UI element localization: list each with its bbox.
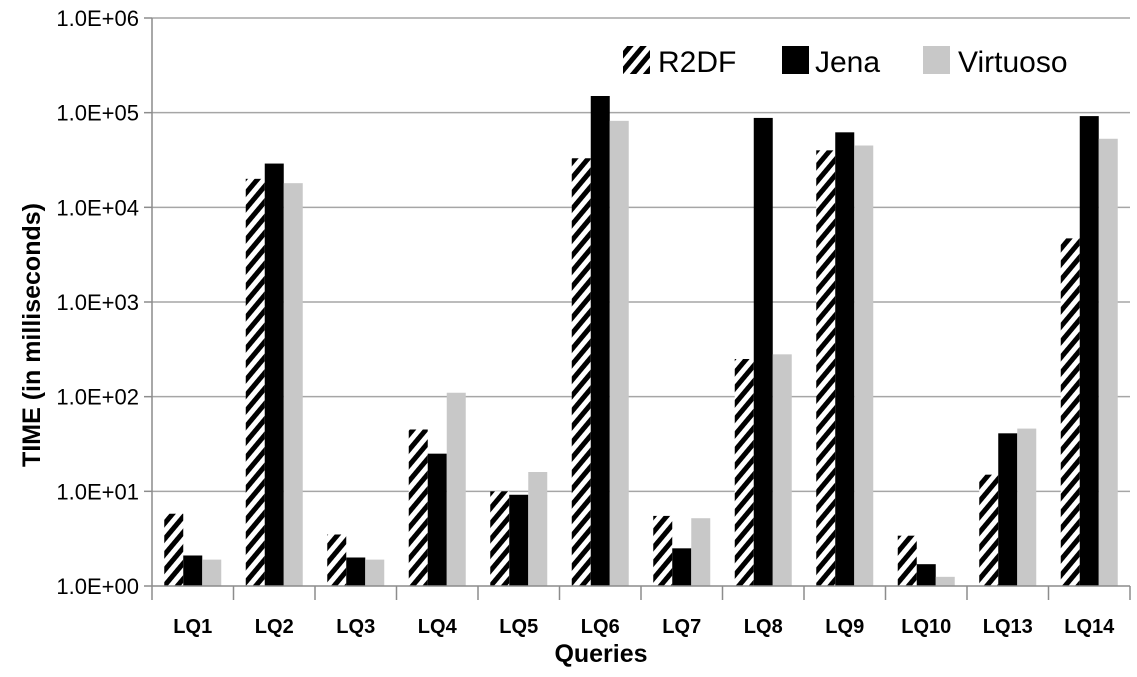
bar-virtuoso-lq13 (1017, 428, 1037, 586)
bar-r2df-lq5 (490, 491, 510, 586)
y-tick-label: 1.0E+05 (56, 101, 139, 126)
y-tick-label: 1.0E+03 (56, 290, 139, 315)
legend-label-r2df: R2DF (658, 46, 736, 79)
bar-r2df-lq2 (245, 178, 265, 587)
x-tick-label: LQ4 (418, 616, 458, 638)
bar-virtuoso-lq6 (609, 120, 629, 586)
bar-virtuoso-lq5 (528, 472, 548, 586)
x-axis-ticks: LQ1 LQ2 LQ3 LQ4 LQ5 LQ6 LQ7 LQ8 LQ9 LQ10 LQ13 LQ14 (151, 586, 1131, 638)
x-tick-label: LQ5 (499, 616, 538, 638)
bar-jena-lq2 (264, 163, 284, 586)
x-tick-label: LQ1 (173, 616, 212, 638)
bar-r2df-lq3 (327, 534, 347, 586)
bar-virtuoso-lq9 (854, 145, 874, 586)
bar-jena-lq1 (183, 555, 203, 586)
x-tick-label: LQ2 (255, 616, 294, 638)
y-tick-label: 1.0E+01 (56, 479, 139, 504)
bar-virtuoso-lq2 (283, 183, 303, 586)
y-tick-label: 1.0E+00 (56, 574, 139, 599)
legend-label-jena: Jena (815, 46, 880, 79)
bar-r2df-lq10 (897, 535, 917, 586)
legend-swatch-virtuoso (923, 46, 950, 74)
legend-swatch-jena (782, 46, 809, 74)
bar-jena-lq9 (835, 132, 855, 586)
x-tick-label: LQ3 (336, 616, 375, 638)
bar-r2df-lq9 (816, 150, 836, 586)
x-tick-label: LQ10 (901, 616, 951, 638)
bar-jena-lq14 (1079, 116, 1099, 586)
legend-label-virtuoso: Virtuoso (958, 46, 1068, 79)
axes (151, 18, 1130, 587)
y-tick-label: 1.0E+06 (56, 6, 139, 31)
x-axis-title: Queries (554, 640, 647, 668)
legend: R2DF Jena Virtuoso (623, 46, 1068, 79)
bar-r2df-lq6 (571, 158, 591, 586)
bar-jena-lq5 (509, 494, 529, 586)
y-axis-ticks: 1.0E+00 1.0E+01 1.0E+02 1.0E+03 1.0E+04 1.0E+… (56, 6, 152, 599)
x-tick-label: LQ13 (983, 616, 1033, 638)
bar-virtuoso-lq1 (202, 559, 222, 586)
bar-r2df-lq14 (1060, 238, 1080, 586)
bar-jena-lq8 (753, 117, 773, 587)
x-tick-label: LQ8 (744, 616, 783, 638)
bar-jena-lq13 (998, 433, 1018, 586)
bar-r2df-lq8 (734, 358, 754, 586)
bar-virtuoso-lq8 (772, 354, 792, 586)
bar-virtuoso-lq4 (446, 392, 466, 586)
bars (164, 95, 1118, 587)
x-tick-label: LQ14 (1064, 616, 1115, 638)
y-axis-title: TIME (in milliseconds) (18, 203, 46, 467)
bar-virtuoso-lq14 (1098, 138, 1118, 586)
y-tick-label: 1.0E+02 (56, 385, 139, 410)
bar-virtuoso-lq7 (691, 518, 711, 586)
bar-r2df-lq13 (979, 474, 999, 586)
x-tick-label: LQ7 (662, 616, 701, 638)
gridlines (152, 17, 1130, 493)
bar-virtuoso-lq10 (935, 576, 955, 586)
bar-r2df-lq7 (653, 515, 673, 586)
bar-jena-lq10 (916, 564, 936, 586)
bar-r2df-lq4 (408, 429, 428, 586)
bar-r2df-lq1 (164, 513, 184, 586)
bar-jena-lq7 (672, 548, 692, 586)
legend-swatch-r2df (623, 46, 650, 74)
bar-jena-lq4 (427, 453, 447, 586)
x-tick-label: LQ9 (825, 616, 864, 638)
bar-virtuoso-lq3 (365, 559, 385, 586)
bar-jena-lq6 (590, 95, 610, 586)
x-tick-label: LQ6 (581, 616, 620, 638)
bar-jena-lq3 (346, 557, 366, 586)
y-tick-label: 1.0E+04 (56, 195, 139, 220)
